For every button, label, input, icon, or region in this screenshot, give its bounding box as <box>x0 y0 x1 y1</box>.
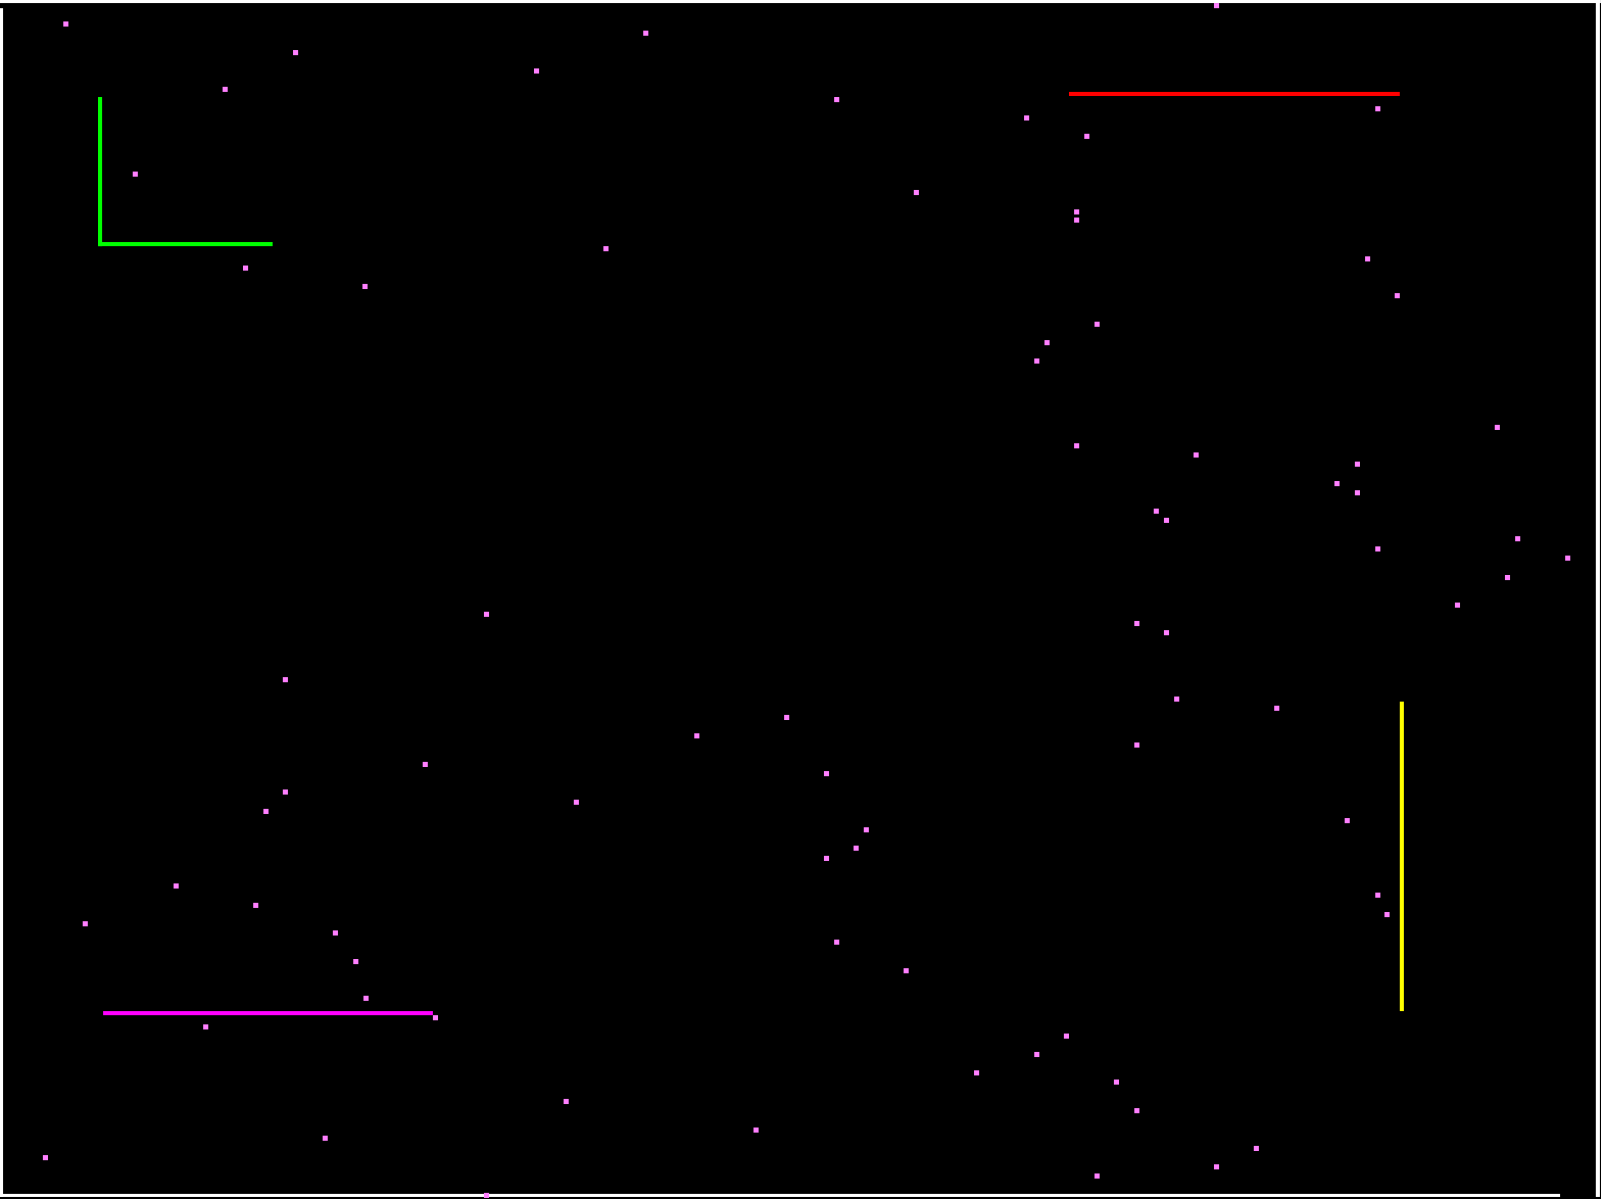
particle <box>1094 1173 1100 1179</box>
particle <box>1074 209 1080 215</box>
particle <box>784 714 790 721</box>
particle <box>643 30 649 36</box>
particle <box>1354 490 1360 496</box>
left-border <box>0 8 4 1197</box>
particle <box>363 995 369 1001</box>
particle <box>242 265 249 271</box>
particle <box>1213 1164 1220 1170</box>
particle <box>1044 340 1050 346</box>
particle <box>1074 443 1080 449</box>
particle <box>603 246 609 252</box>
particle <box>1394 293 1400 299</box>
particle <box>353 959 359 965</box>
particle <box>1193 452 1199 458</box>
yellow-wall <box>1399 701 1404 1012</box>
particle <box>1024 115 1030 121</box>
particle <box>282 789 288 795</box>
particle <box>1163 630 1170 636</box>
particle <box>1504 574 1511 581</box>
particle <box>834 939 840 945</box>
particle <box>1153 508 1159 514</box>
particle <box>573 799 579 805</box>
particle <box>903 968 909 974</box>
particle <box>823 771 830 777</box>
particle <box>1565 555 1571 561</box>
green-wall-horizontal <box>98 242 273 247</box>
particle <box>1344 818 1350 824</box>
particle <box>1515 536 1521 542</box>
particle <box>82 921 88 927</box>
particle <box>253 902 259 908</box>
particle <box>863 827 869 833</box>
particle <box>1074 217 1080 223</box>
top-border <box>0 0 1601 4</box>
particle <box>694 733 700 739</box>
particle <box>1494 424 1500 430</box>
particle <box>1354 461 1360 467</box>
particle <box>533 68 540 74</box>
particle <box>913 189 919 196</box>
magenta-wall <box>103 1011 433 1016</box>
particle <box>222 86 228 92</box>
particle <box>483 611 490 617</box>
particle <box>1063 1033 1069 1039</box>
particle <box>1384 912 1390 918</box>
particle <box>293 50 299 56</box>
particle <box>1113 1079 1120 1085</box>
particle <box>132 171 138 177</box>
particle <box>63 21 69 27</box>
particle <box>1084 133 1090 139</box>
right-border <box>1595 0 1600 1197</box>
particle <box>1163 517 1170 523</box>
particle <box>1375 892 1381 898</box>
particle <box>1174 696 1180 702</box>
particle <box>1034 1051 1040 1058</box>
particle <box>1365 256 1371 262</box>
particle <box>42 1155 48 1161</box>
particle <box>1134 1108 1140 1114</box>
particle <box>362 283 368 290</box>
bottom-border <box>0 1193 1561 1197</box>
particle <box>853 845 859 851</box>
red-wall <box>1068 91 1400 97</box>
particle <box>432 1015 439 1021</box>
particle <box>1094 321 1100 327</box>
particle <box>1253 1145 1259 1152</box>
particle <box>834 97 840 103</box>
green-wall-vertical <box>98 97 103 247</box>
particle <box>1375 546 1381 552</box>
particle <box>563 1098 569 1105</box>
particle <box>974 1070 980 1076</box>
particle <box>753 1127 759 1133</box>
particle <box>422 761 428 767</box>
particle <box>263 808 269 814</box>
particle <box>823 855 830 861</box>
particle <box>1274 705 1280 711</box>
particle <box>1134 620 1140 627</box>
particle <box>203 1024 209 1030</box>
particle <box>1375 106 1381 112</box>
particle <box>173 883 179 889</box>
particle <box>1034 358 1040 364</box>
particle <box>1454 602 1461 608</box>
particle <box>1213 3 1220 9</box>
particle <box>332 930 338 936</box>
particle <box>1334 481 1340 487</box>
particle <box>483 1192 490 1198</box>
particle <box>1134 742 1140 748</box>
particle <box>322 1135 328 1141</box>
particle <box>282 677 288 683</box>
